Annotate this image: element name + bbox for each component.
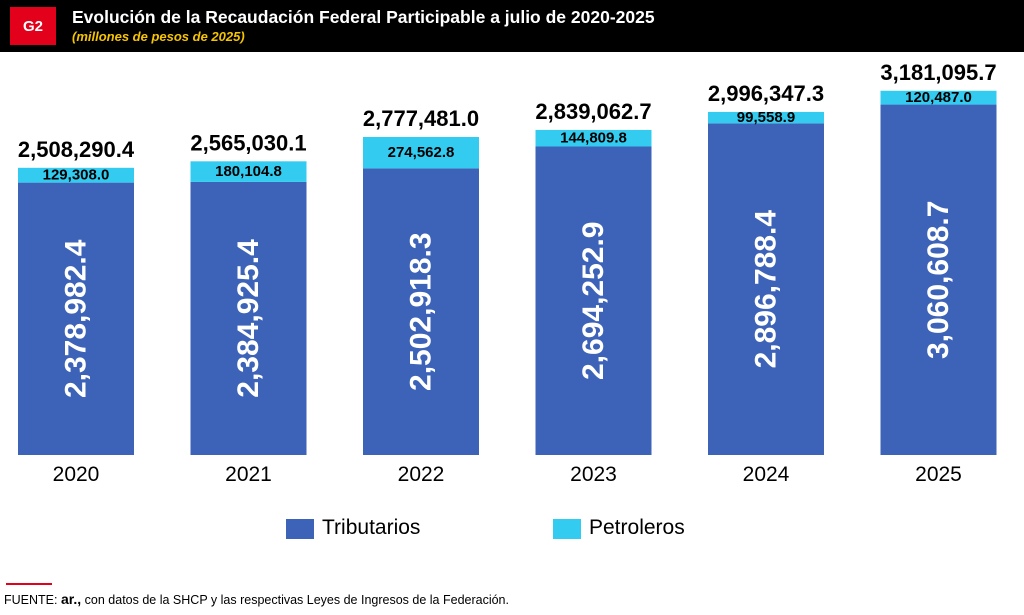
total-label-2022: 2,777,481.0 — [363, 106, 479, 131]
bar-petroleros-2025 — [880, 90, 997, 105]
figure-badge: G2 — [10, 7, 56, 45]
data-label-petroleros-2020: 129,308.0 — [43, 167, 110, 184]
data-label-petroleros-2025: 120,487.0 — [905, 89, 972, 106]
x-tick-label-2025: 2025 — [915, 463, 962, 482]
source-divider — [6, 583, 52, 585]
data-label-petroleros-2024: 99,558.9 — [737, 109, 795, 126]
bar-tributarios-2025 — [880, 104, 997, 455]
legend-swatch-tributarios — [286, 519, 314, 539]
x-tick-label-2020: 2020 — [53, 463, 100, 482]
source-note: FUENTE: ar., con datos de la SHCP y las … — [4, 591, 509, 607]
data-label-petroleros-2021: 180,104.8 — [215, 163, 282, 180]
data-label-tributarios-2024: 2,896,788.4 — [750, 210, 783, 369]
total-label-2020: 2,508,290.4 — [18, 137, 135, 162]
data-label-tributarios-2021: 2,384,925.4 — [232, 239, 265, 398]
source-prefix: FUENTE: — [4, 593, 61, 607]
legend-label-petroleros: Petroleros — [589, 516, 685, 539]
data-label-petroleros-2022: 274,562.8 — [388, 144, 455, 161]
bar-petroleros-2020 — [18, 167, 134, 183]
bar-tributarios-2022 — [363, 168, 479, 455]
x-tick-label-2024: 2024 — [743, 463, 790, 482]
total-label-2024: 2,996,347.3 — [708, 81, 824, 106]
source-brand: ar., — [60, 591, 82, 607]
source-text: con datos de la SHCP y las respectivas L… — [81, 593, 509, 607]
data-label-tributarios-2020: 2,378,982.4 — [60, 239, 93, 398]
chart-title: Evolución de la Recaudación Federal Part… — [72, 7, 655, 27]
bar-tributarios-2021 — [190, 181, 307, 456]
x-tick-label-2021: 2021 — [225, 463, 272, 482]
stacked-bar-chart: 2,378,982.4 129,308.0 2,508,290.4 2020 2,384… — [18, 60, 997, 482]
chart-header: G2 Evolución de la Recaudación Federal P… — [0, 0, 1024, 52]
bar-petroleros-2023 — [535, 129, 652, 147]
bar-petroleros-2021 — [190, 161, 307, 182]
bar-tributarios-2023 — [535, 146, 652, 455]
x-tick-label-2023: 2023 — [570, 463, 617, 482]
data-label-petroleros-2023: 144,809.8 — [560, 130, 627, 147]
chart-subtitle: (millones de pesos de 2025) — [72, 29, 245, 44]
x-tick-label-2022: 2022 — [398, 463, 445, 482]
data-label-tributarios-2023: 2,694,252.9 — [577, 222, 610, 380]
total-label-2023: 2,839,062.7 — [535, 99, 651, 124]
legend-label-tributarios: Tributarios — [322, 516, 421, 539]
bar-petroleros-2024 — [708, 111, 824, 124]
bar-tributarios-2024 — [708, 123, 824, 456]
bar-tributarios-2020 — [18, 182, 134, 456]
data-label-tributarios-2022: 2,502,918.3 — [405, 232, 438, 390]
bar-petroleros-2022 — [363, 136, 479, 169]
data-label-tributarios-2025: 3,060,608.7 — [922, 201, 955, 359]
total-label-2021: 2,565,030.1 — [190, 130, 306, 155]
total-label-2025: 3,181,095.7 — [880, 60, 996, 85]
legend-swatch-petroleros — [553, 519, 581, 539]
